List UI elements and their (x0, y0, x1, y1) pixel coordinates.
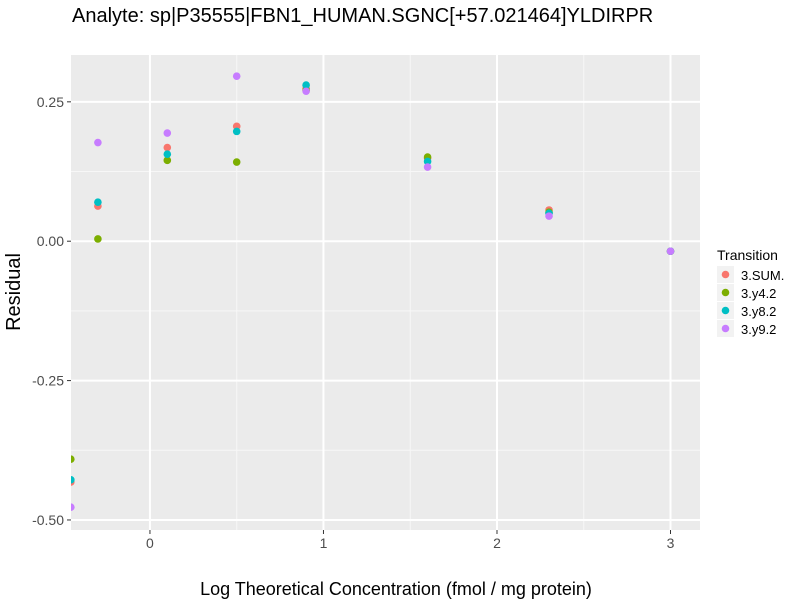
axis-ticks: 0 1 2 3 0.25 0.00 -0.25 -0.50 (32, 94, 675, 551)
x-tick-label: 2 (493, 535, 501, 551)
y-tick-label: 0.00 (37, 233, 64, 249)
data-point-3-y4-2 (71, 455, 75, 463)
x-tick-label: 3 (667, 535, 675, 551)
data-point-3-y8-2 (71, 476, 75, 484)
data-point-3-y9-2 (163, 129, 172, 137)
y-tick-label: 0.25 (37, 94, 64, 110)
legend-label: 3.SUM. (741, 268, 784, 283)
data-point-3-y8-2 (302, 81, 310, 89)
legend-label: 3.y4.2 (741, 286, 776, 301)
legend-label: 3.y9.2 (741, 322, 776, 337)
y-axis-label: Residual (3, 253, 25, 331)
data-point-3-y4-2 (232, 158, 241, 166)
data-point-3-y9-2 (302, 87, 310, 96)
data-point-3-y9-2 (666, 247, 675, 256)
data-points (71, 72, 675, 511)
data-point-3-y9-2 (232, 72, 241, 80)
legend-key-dot (721, 288, 730, 297)
data-point-3-y9-2 (423, 163, 432, 171)
legend-key-dot (721, 306, 730, 315)
data-point-3-y9-2 (545, 212, 553, 220)
chart-title: Analyte: sp|P35555|FBN1_HUMAN.SGNC[+57.0… (72, 5, 653, 27)
legend-title: Transition (717, 247, 778, 263)
legend-label: 3.y8.2 (741, 304, 776, 319)
data-point-3-y8-2 (232, 127, 241, 136)
x-tick-label: 0 (146, 535, 154, 551)
data-point-3-y4-2 (94, 235, 102, 243)
x-tick-label: 1 (320, 535, 328, 551)
y-tick-label: -0.50 (32, 512, 64, 528)
data-point-3-y8-2 (94, 198, 102, 206)
legend: Transition 3.SUM. 3.y4.2 3.y8.2 3.y9.2 (717, 247, 784, 337)
data-point-3-y9-2 (94, 138, 102, 147)
legend-key-dot (721, 270, 730, 279)
gridlines (71, 55, 700, 530)
x-axis-label: Log Theoretical Concentration (fmol / mg… (200, 579, 592, 599)
data-point-3-y4-2 (163, 156, 172, 165)
y-tick-label: -0.25 (32, 373, 64, 389)
data-point-3-SUM (163, 143, 172, 152)
data-point-3-y8-2 (423, 157, 432, 166)
data-point-3-y9-2 (71, 503, 75, 511)
data-point-3-y8-2 (163, 150, 172, 159)
legend-key-dot (721, 324, 730, 333)
plot-panel (71, 55, 700, 530)
